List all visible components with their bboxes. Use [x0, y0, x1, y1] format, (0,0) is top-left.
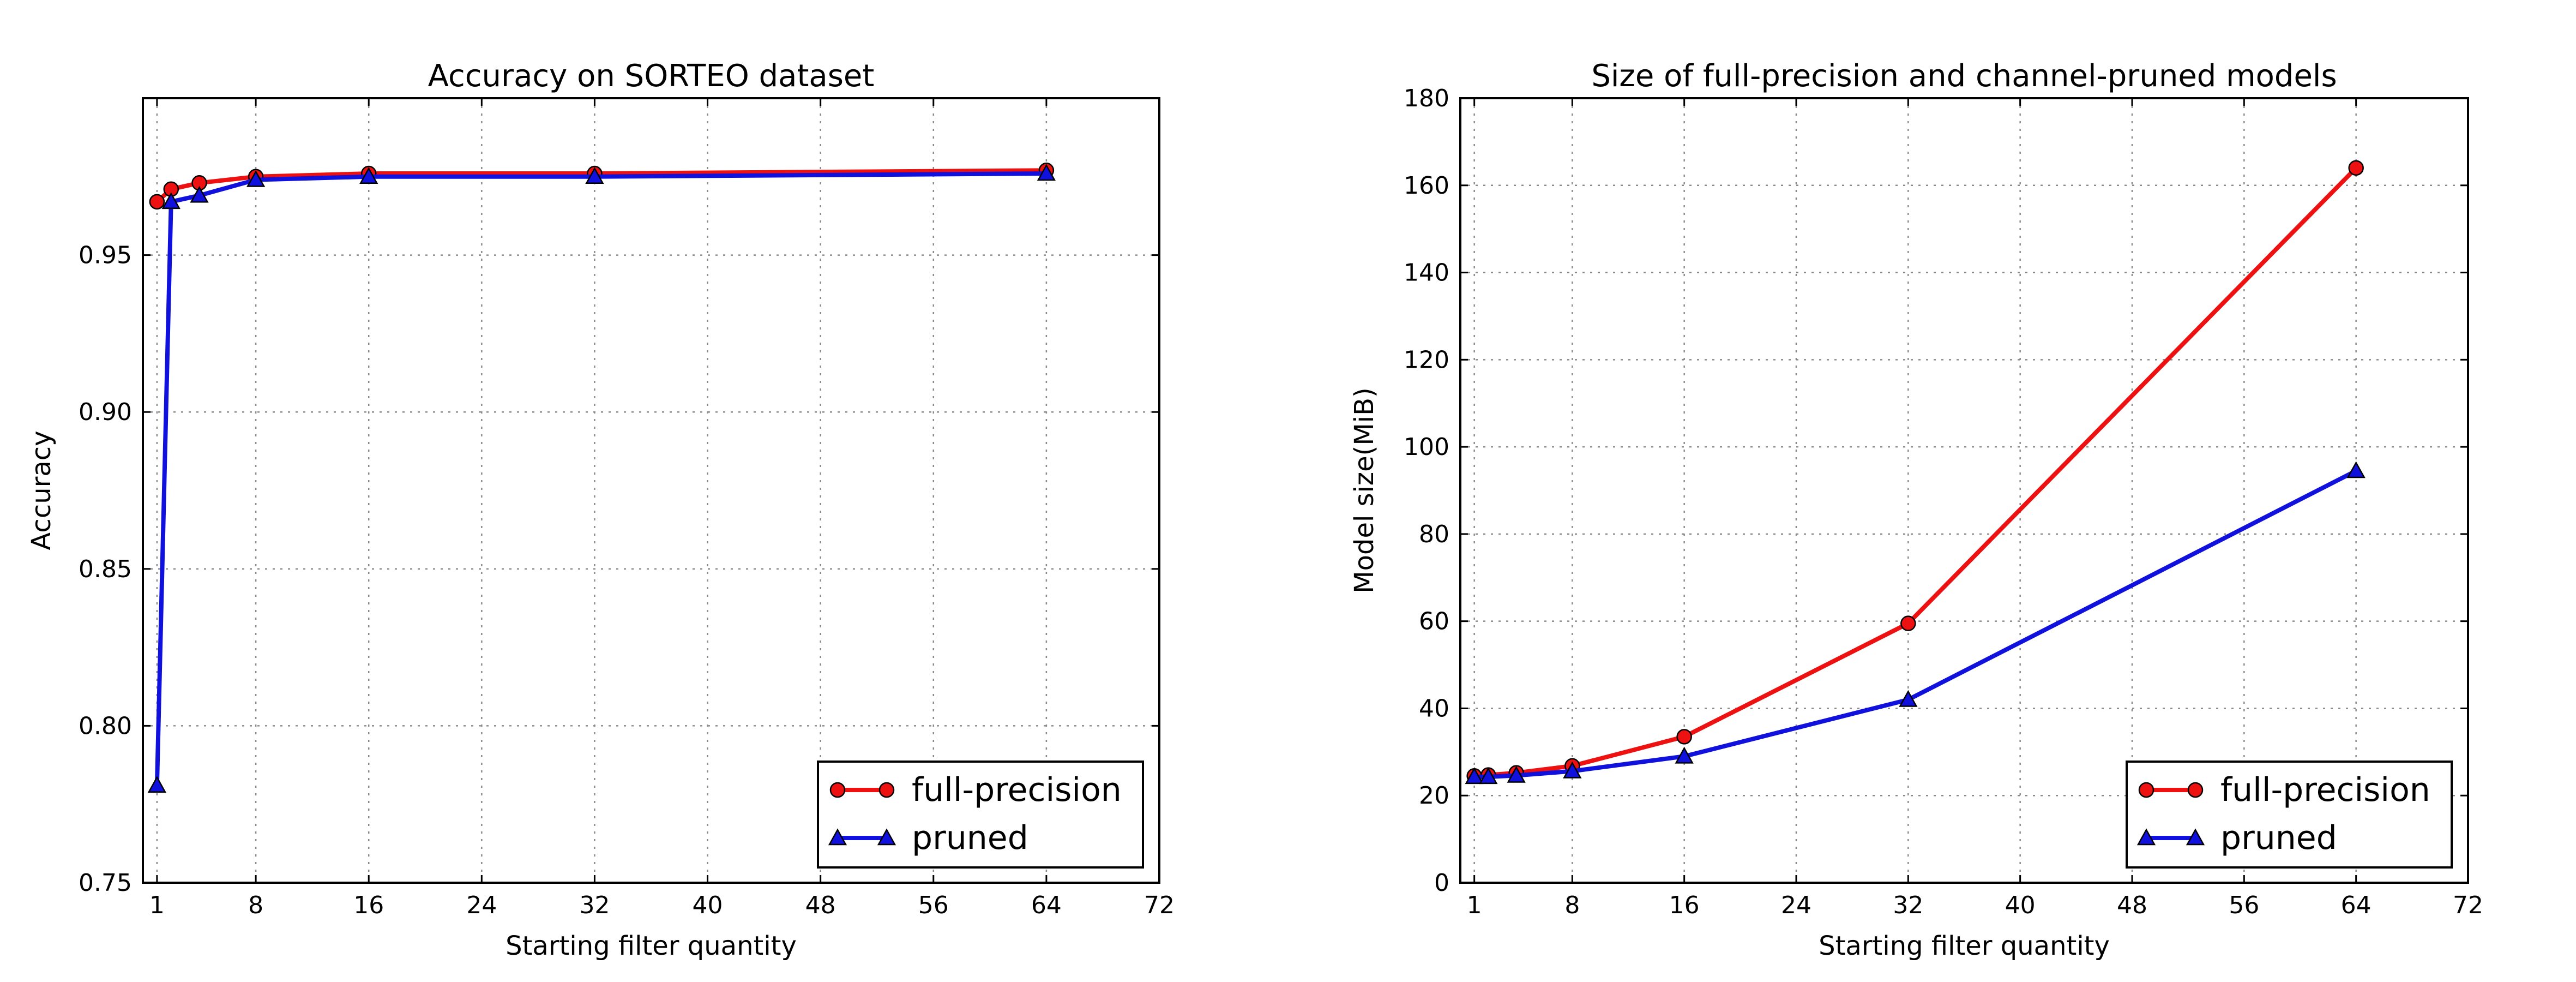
data-point — [1675, 746, 1694, 764]
y-tick-label: 0.80 — [79, 712, 132, 740]
y-tick-label: 180 — [1404, 85, 1449, 112]
legend: full-precision pruned — [817, 761, 1144, 869]
data-point — [1037, 164, 1056, 181]
y-tick-label: 0.90 — [79, 398, 132, 426]
data-point — [1563, 761, 1582, 779]
x-tick-label: 72 — [1144, 891, 1175, 919]
y-tick-label: 0.95 — [79, 242, 132, 270]
series-full-precision — [1466, 160, 2364, 784]
y-axis-label: Accuracy — [26, 430, 57, 550]
legend-marker — [828, 828, 847, 846]
x-tick-label: 64 — [2341, 891, 2372, 919]
x-tick-label: 16 — [1669, 891, 1700, 919]
legend-label: full-precision — [2220, 771, 2430, 809]
chart-title: Accuracy on SORTEO dataset — [428, 58, 875, 94]
legend-marker — [2187, 782, 2204, 798]
legend-marker — [878, 782, 895, 798]
y-tick-label: 140 — [1404, 259, 1449, 287]
legend-label: pruned — [912, 819, 1028, 857]
y-tick-label: 120 — [1404, 346, 1449, 374]
x-tick-label: 48 — [805, 891, 836, 919]
data-point — [190, 185, 209, 203]
legend-marker — [2186, 828, 2205, 846]
x-tick-label: 40 — [693, 891, 723, 919]
legend-marker — [2136, 828, 2156, 846]
legend-box — [2126, 761, 2453, 869]
x-tick-label: 56 — [918, 891, 949, 919]
x-tick-label: 56 — [2229, 891, 2259, 919]
series-pruned — [147, 164, 1056, 793]
data-point — [1899, 690, 1918, 707]
data-point — [161, 192, 180, 209]
x-tick-label: 1 — [149, 891, 165, 919]
data-point — [1900, 615, 1916, 631]
y-tick-label: 80 — [1419, 520, 1449, 548]
legend-box — [817, 761, 1144, 869]
series-line — [1474, 166, 2358, 779]
legend-marker — [829, 782, 846, 798]
y-tick-label: 0.85 — [79, 555, 132, 583]
x-tick-label: 48 — [2117, 891, 2147, 919]
x-tick-label: 32 — [1893, 891, 1923, 919]
legend-marker — [2138, 782, 2154, 798]
x-tick-label: 24 — [1781, 891, 1811, 919]
data-point — [1676, 729, 1692, 745]
x-tick-label: 64 — [1031, 891, 1062, 919]
accuracy-chart: 1 8 16 24 32 40 48 56 64 72 0.75 0.80 0.85 0.90 0.95 Ac… — [26, 58, 1175, 961]
legend: full-precision pruned — [2126, 761, 2453, 869]
series-line — [154, 171, 1046, 786]
data-point — [2348, 160, 2364, 176]
chart-title: Size of full-precision and channel-prune… — [1591, 58, 2337, 94]
x-axis-label: Starting filter quantity — [505, 931, 797, 961]
data-point — [147, 776, 167, 793]
series-full-precision — [149, 163, 1055, 210]
legend-marker — [877, 828, 896, 846]
y-tick-label: 100 — [1404, 433, 1449, 461]
plot-frame — [142, 97, 1160, 884]
x-tick-label: 72 — [2453, 891, 2483, 919]
x-tick-label: 24 — [466, 891, 497, 919]
data-point — [585, 167, 604, 184]
y-tick-label: 160 — [1404, 172, 1449, 200]
data-point — [1479, 767, 1498, 785]
data-point — [1507, 765, 1526, 783]
x-tick-label: 32 — [579, 891, 610, 919]
plot-frame — [1459, 97, 2469, 884]
data-point — [149, 194, 165, 210]
y-tick-label: 0 — [1434, 869, 1449, 897]
data-point — [2346, 461, 2366, 478]
model-size-chart: 1 8 16 24 32 40 48 56 64 72 0 20 40 60 80 100 120 140 160 1… — [1349, 58, 2483, 961]
y-tick-label: 20 — [1419, 782, 1449, 810]
x-tick-label: 8 — [1564, 891, 1580, 919]
x-tick-label: 1 — [1467, 891, 1482, 919]
data-point — [1465, 767, 1484, 785]
y-axis-label: Model size(MiB) — [1349, 387, 1380, 594]
series-pruned — [1465, 461, 2366, 785]
x-tick-label: 8 — [248, 891, 263, 919]
y-tick-label: 0.75 — [79, 869, 132, 897]
data-point — [246, 170, 266, 187]
x-tick-label: 16 — [353, 891, 384, 919]
data-point — [359, 167, 378, 184]
x-axis-label: Starting filter quantity — [1819, 931, 2110, 961]
legend-label: full-precision — [912, 771, 1122, 809]
y-tick-label: 60 — [1419, 608, 1449, 636]
y-tick-label: 40 — [1419, 694, 1449, 722]
legend-label: pruned — [2220, 819, 2337, 857]
x-tick-label: 40 — [2005, 891, 2036, 919]
